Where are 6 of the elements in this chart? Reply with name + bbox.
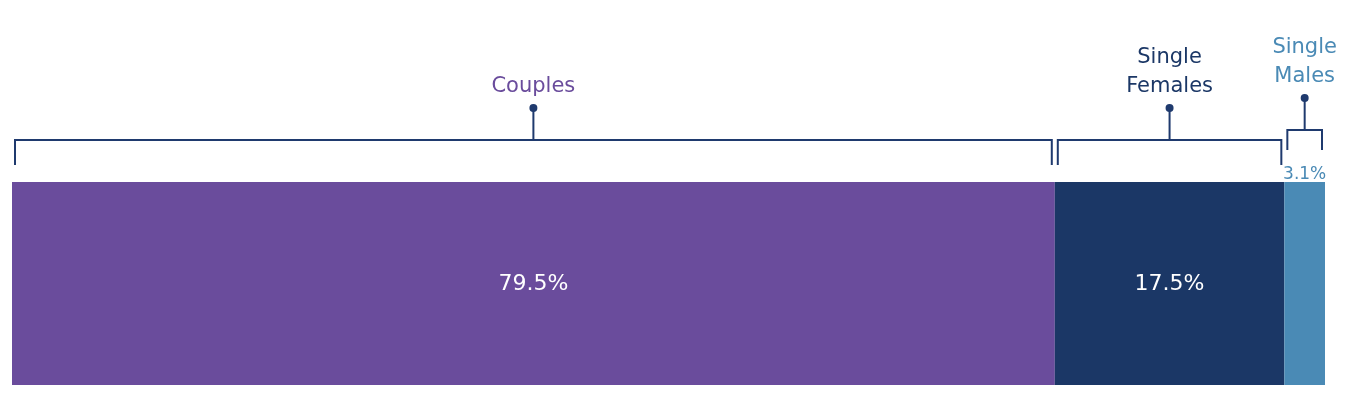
text: Single Females [1126,44,1213,97]
data-label: 17.5% [1134,269,1205,295]
text: Couples [491,73,576,97]
text: Single Males [1272,34,1337,87]
data-label: 3.1% [1283,163,1327,183]
data-label: 79.5% [498,269,569,295]
